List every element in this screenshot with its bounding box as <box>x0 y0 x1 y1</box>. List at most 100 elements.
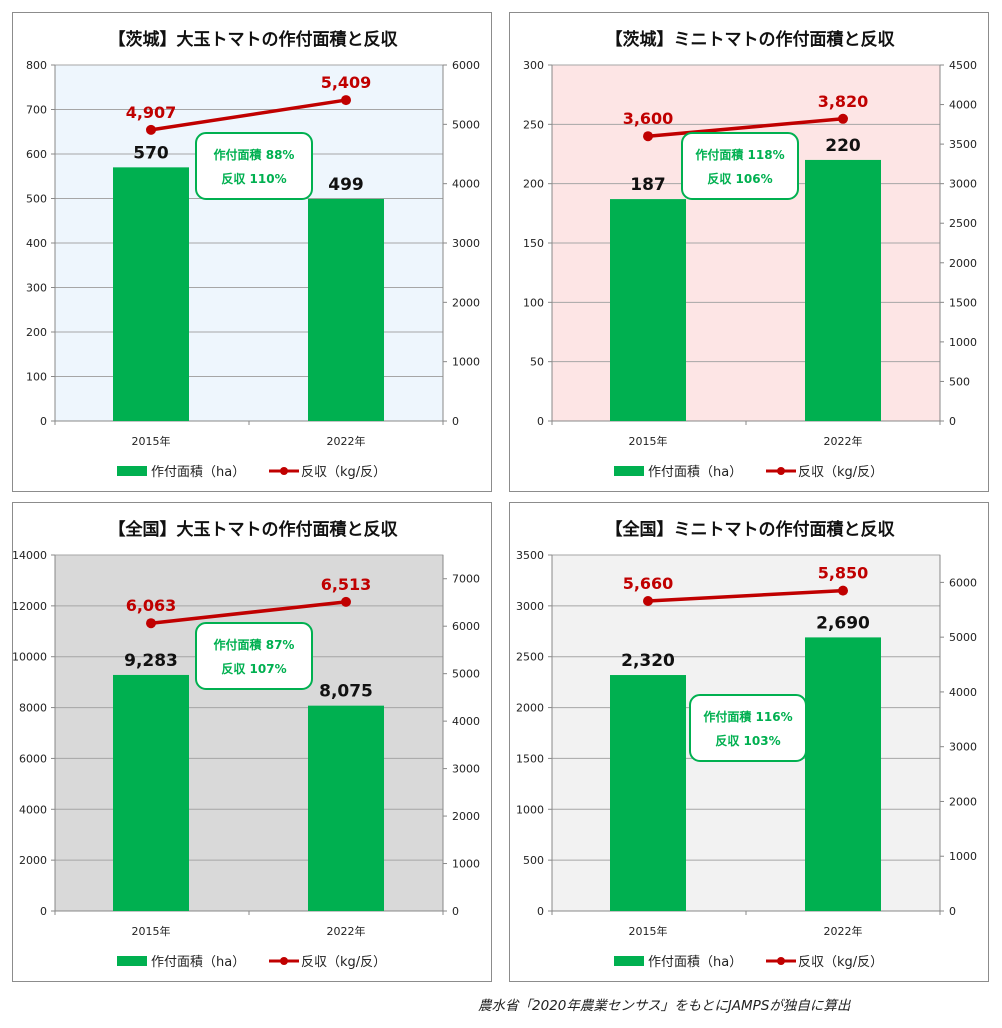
y-right-tick-label: 0 <box>949 905 956 918</box>
bar <box>805 637 881 911</box>
line-point <box>838 585 848 596</box>
y-right-tick-label: 6000 <box>452 59 480 72</box>
y-right-tick-label: 1000 <box>452 858 480 871</box>
y-right-tick-label: 4500 <box>949 59 977 72</box>
bar-value-label: 9,283 <box>124 651 178 671</box>
legend-bar-label: 作付面積（ha） <box>151 465 245 480</box>
bar <box>610 675 686 911</box>
y-right-tick-label: 4000 <box>452 178 480 191</box>
x-tick-label: 2015年 <box>132 924 171 938</box>
chart-panel-ibaraki-large-tomato: 【茨城】大玉トマトの作付面積と反収 0 100 200 300 400 500 600 700 8… <box>12 12 492 492</box>
callout-box <box>681 132 799 200</box>
y-right-tick-label: 2000 <box>949 257 977 270</box>
bar <box>610 199 686 421</box>
legend-bar-swatch <box>117 466 147 476</box>
line-point <box>643 596 653 607</box>
y-right-tick-label: 1500 <box>949 296 977 309</box>
line-value-label: 5,660 <box>623 574 674 593</box>
chart-panel-ibaraki-mini-tomato: 【茨城】ミニトマトの作付面積と反収 0 50 100 150 200 250 300 0 500 1… <box>509 12 989 492</box>
x-tick-label: 2022年 <box>824 434 863 448</box>
y-left-tick-label: 600 <box>26 148 47 161</box>
line-value-label: 5,409 <box>321 73 372 92</box>
legend-bar-label: 作付面積（ha） <box>648 955 742 970</box>
y-left-tick-label: 800 <box>26 59 47 72</box>
bar-value-label: 499 <box>328 175 364 195</box>
callout-box <box>689 694 807 762</box>
y-left-tick-label: 8000 <box>19 702 47 715</box>
y-left-tick-label: 100 <box>26 371 47 384</box>
callout-line-yield: 反収 110% <box>221 171 286 186</box>
y-right-tick-label: 2000 <box>452 296 480 309</box>
line-value-label: 3,820 <box>818 92 869 111</box>
line-point <box>838 113 848 124</box>
bar-value-label: 220 <box>825 136 861 156</box>
y-right-tick-label: 0 <box>452 415 459 428</box>
callout-box <box>195 132 313 200</box>
line-point <box>341 596 351 607</box>
y-right-tick-label: 3000 <box>452 763 480 776</box>
bar <box>805 159 881 421</box>
y-left-tick-label: 1500 <box>516 752 544 765</box>
y-left-tick-label: 150 <box>523 237 544 250</box>
bar <box>113 167 189 421</box>
legend-line-marker <box>777 957 785 965</box>
chart-svg: 【全国】大玉トマトの作付面積と反収02000400060008000100001… <box>13 519 480 970</box>
legend-line-marker <box>777 467 785 475</box>
chart-svg: 【茨城】ミニトマトの作付面積と反収05010015020025030005001… <box>523 29 977 480</box>
y-left-tick-label: 500 <box>523 854 544 867</box>
bar-value-label: 2,320 <box>621 651 675 671</box>
y-left-tick-label: 300 <box>26 282 47 295</box>
callout-line-yield: 反収 107% <box>221 661 286 676</box>
bar <box>308 198 384 421</box>
y-left-tick-label: 0 <box>537 415 544 428</box>
y-right-tick-label: 2000 <box>949 795 977 808</box>
chart-panel-national-large-tomato: 【全国】大玉トマトの作付面積と反収 0 2000 4000 6000 8000 10000 1… <box>12 502 492 982</box>
bar <box>308 705 384 911</box>
line-value-label: 4,907 <box>126 103 177 122</box>
y-right-tick-label: 500 <box>949 375 970 388</box>
y-left-tick-label: 250 <box>523 118 544 131</box>
callout-line-area: 作付面積 118% <box>695 147 784 162</box>
y-left-tick-label: 12000 <box>13 600 47 613</box>
legend-line-label: 反収（kg/反） <box>301 955 386 970</box>
line-series <box>647 588 844 603</box>
bar-value-label: 2,690 <box>816 613 870 633</box>
bar-value-label: 570 <box>133 143 169 163</box>
legend-line-label: 反収（kg/反） <box>798 465 883 480</box>
y-right-tick-label: 1000 <box>949 850 977 863</box>
y-right-tick-label: 3000 <box>949 178 977 191</box>
x-tick-label: 2015年 <box>629 924 668 938</box>
y-right-tick-label: 2000 <box>452 810 480 823</box>
y-left-tick-label: 6000 <box>19 752 47 765</box>
y-left-tick-label: 2500 <box>516 651 544 664</box>
callout-line-yield: 反収 106% <box>707 171 772 186</box>
y-right-tick-label: 6000 <box>452 620 480 633</box>
line-series <box>150 600 347 625</box>
bar <box>113 674 189 911</box>
y-left-tick-label: 0 <box>40 415 47 428</box>
line-series <box>150 98 347 132</box>
y-right-tick-label: 0 <box>949 415 956 428</box>
line-value-label: 3,600 <box>623 109 674 128</box>
y-left-tick-label: 500 <box>26 193 47 206</box>
y-left-tick-label: 2000 <box>19 854 47 867</box>
y-right-tick-label: 5000 <box>452 118 480 131</box>
y-right-tick-label: 2500 <box>949 217 977 230</box>
y-left-tick-label: 0 <box>40 905 47 918</box>
chart-title: 【全国】大玉トマトの作付面積と反収 <box>109 519 399 540</box>
y-left-tick-label: 50 <box>530 356 544 369</box>
y-right-tick-label: 0 <box>452 905 459 918</box>
bar-value-label: 187 <box>630 175 666 195</box>
y-right-tick-label: 6000 <box>949 576 977 589</box>
legend-bar-swatch <box>614 956 644 966</box>
line-point <box>643 131 653 142</box>
x-tick-label: 2022年 <box>327 924 366 938</box>
y-right-tick-label: 5000 <box>949 631 977 644</box>
y-left-tick-label: 4000 <box>19 803 47 816</box>
y-right-tick-label: 1000 <box>949 336 977 349</box>
x-tick-label: 2022年 <box>327 434 366 448</box>
source-note: 農水省「2020年農業センサス」をもとにJAMPSが独自に算出 <box>478 998 851 1014</box>
y-left-tick-label: 3500 <box>516 549 544 562</box>
y-left-tick-label: 3000 <box>516 600 544 613</box>
line-point <box>341 95 351 106</box>
